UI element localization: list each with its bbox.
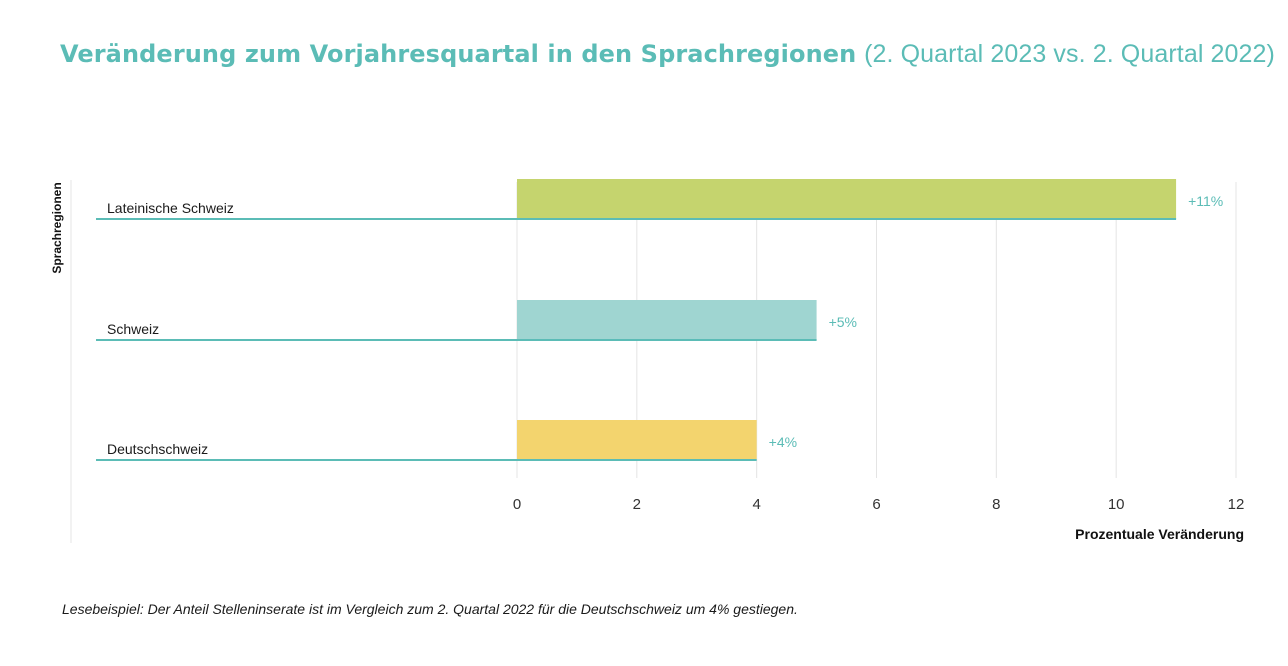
data-label: +11%	[1188, 193, 1223, 209]
bar	[517, 300, 817, 340]
data-label: +4%	[769, 434, 797, 450]
chart-title-subtitle: (2. Quartal 2023 vs. 2. Quartal 2022)	[864, 40, 1275, 68]
bar	[517, 420, 757, 460]
category-label: Lateinische Schweiz	[107, 200, 234, 216]
y-axis-title: Sprachregionen	[50, 182, 64, 273]
x-tick-label: 8	[992, 496, 1000, 513]
category-label: Schweiz	[107, 321, 159, 337]
bar	[517, 179, 1177, 219]
reading-example-footnote: Lesebeispiel: Der Anteil Stelleninserate…	[62, 601, 798, 617]
data-label: +5%	[829, 314, 857, 330]
x-tick-label: 2	[633, 496, 641, 513]
x-tick-label: 0	[513, 496, 521, 513]
x-tick-label: 12	[1228, 496, 1245, 513]
x-tick-label: 4	[752, 496, 760, 513]
category-label: Deutschschweiz	[107, 441, 208, 457]
chart-title: Veränderung zum Vorjahresquartal in den …	[60, 40, 1275, 69]
chart-title-main: Veränderung zum Vorjahresquartal in den …	[60, 40, 857, 68]
x-tick-label: 6	[872, 496, 880, 513]
x-axis-title: Prozentuale Veränderung	[1075, 526, 1244, 542]
x-tick-label: 10	[1108, 496, 1125, 513]
